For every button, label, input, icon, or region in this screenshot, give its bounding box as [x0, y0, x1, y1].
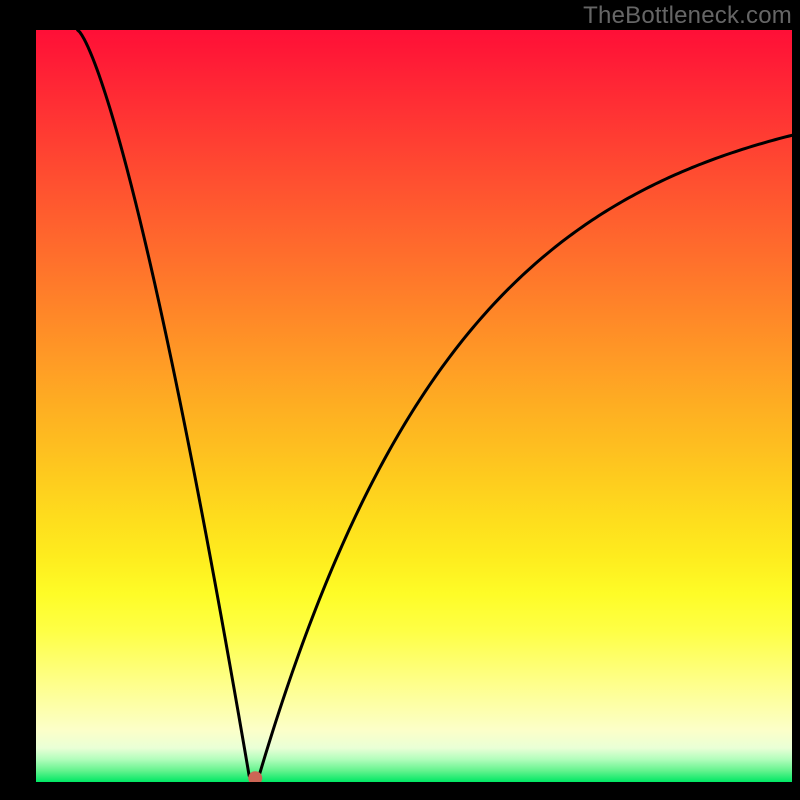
watermark-label: TheBottleneck.com	[583, 2, 792, 30]
curve-overlay	[36, 30, 792, 782]
chart-container: TheBottleneck.com	[0, 0, 800, 800]
bottleneck-curve	[78, 30, 792, 776]
plot-area	[36, 30, 792, 782]
